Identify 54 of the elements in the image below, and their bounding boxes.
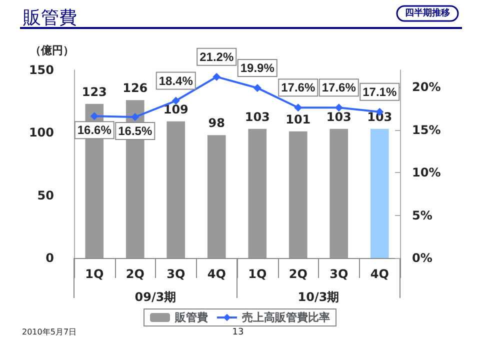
chart-title: 販管費 <box>23 8 77 28</box>
point <box>334 104 343 112</box>
data-label: 17.1% <box>362 84 397 99</box>
y-tick-label: 150 <box>28 63 54 77</box>
point <box>294 104 302 112</box>
point <box>90 112 98 120</box>
point <box>253 84 262 92</box>
data-label: 126 <box>122 81 148 96</box>
y-axis-title: （億円） <box>30 44 74 57</box>
point <box>172 96 180 105</box>
y-tick-label: 0 <box>46 251 54 265</box>
point <box>212 72 221 81</box>
data-label: 16.6% <box>77 123 112 138</box>
x-tick-label: 2Q <box>126 267 144 281</box>
data-label: 101 <box>286 112 311 126</box>
bar <box>370 128 389 258</box>
y2-tick-label: 0% <box>412 251 432 265</box>
y2-tick-label: 5% <box>412 208 432 222</box>
data-label: 17.6% <box>281 80 316 95</box>
x-tick-label: 3Q <box>330 267 348 281</box>
legend-label: 販管費 <box>174 311 208 324</box>
data-label: 109 <box>163 102 188 116</box>
x-tick-label: 4Q <box>370 267 389 281</box>
text: 四半期推移 <box>405 8 450 18</box>
x-tick-label: 4Q <box>207 267 226 281</box>
y-tick-label: 100 <box>28 126 54 140</box>
x-tick-label: 1Q <box>85 267 104 281</box>
bar <box>166 121 186 258</box>
bar <box>288 131 308 258</box>
y2-tick-label: 10% <box>412 166 441 180</box>
data-label: 21.2% <box>200 50 234 64</box>
data-label: 98 <box>208 116 225 130</box>
data-label: 18.4% <box>158 74 194 88</box>
y-tick-label: 50 <box>37 188 54 202</box>
bar <box>330 128 348 258</box>
text: 2010年5月7日 <box>22 328 77 336</box>
bar <box>207 135 226 258</box>
data-label: 16.5% <box>118 124 152 138</box>
point <box>131 113 140 121</box>
text: 09/3期 <box>134 290 176 304</box>
text: 10/3期 <box>298 290 340 304</box>
data-label: 19.9% <box>240 60 275 75</box>
text: 13 <box>232 328 244 338</box>
x-tick-label: 1Q <box>248 267 267 281</box>
data-label: 103 <box>244 110 270 124</box>
data-label: 17.6% <box>322 80 356 95</box>
y2-tick-label: 15% <box>412 122 441 137</box>
data-label: 123 <box>82 84 107 99</box>
bar <box>248 128 267 258</box>
x-tick-label: 3Q <box>166 267 186 281</box>
data-label: 103 <box>326 110 352 124</box>
x-tick-label: 2Q <box>288 267 308 281</box>
y2-tick-label: 20% <box>412 80 441 94</box>
legend-label: 売上高販管費比率 <box>242 311 330 324</box>
